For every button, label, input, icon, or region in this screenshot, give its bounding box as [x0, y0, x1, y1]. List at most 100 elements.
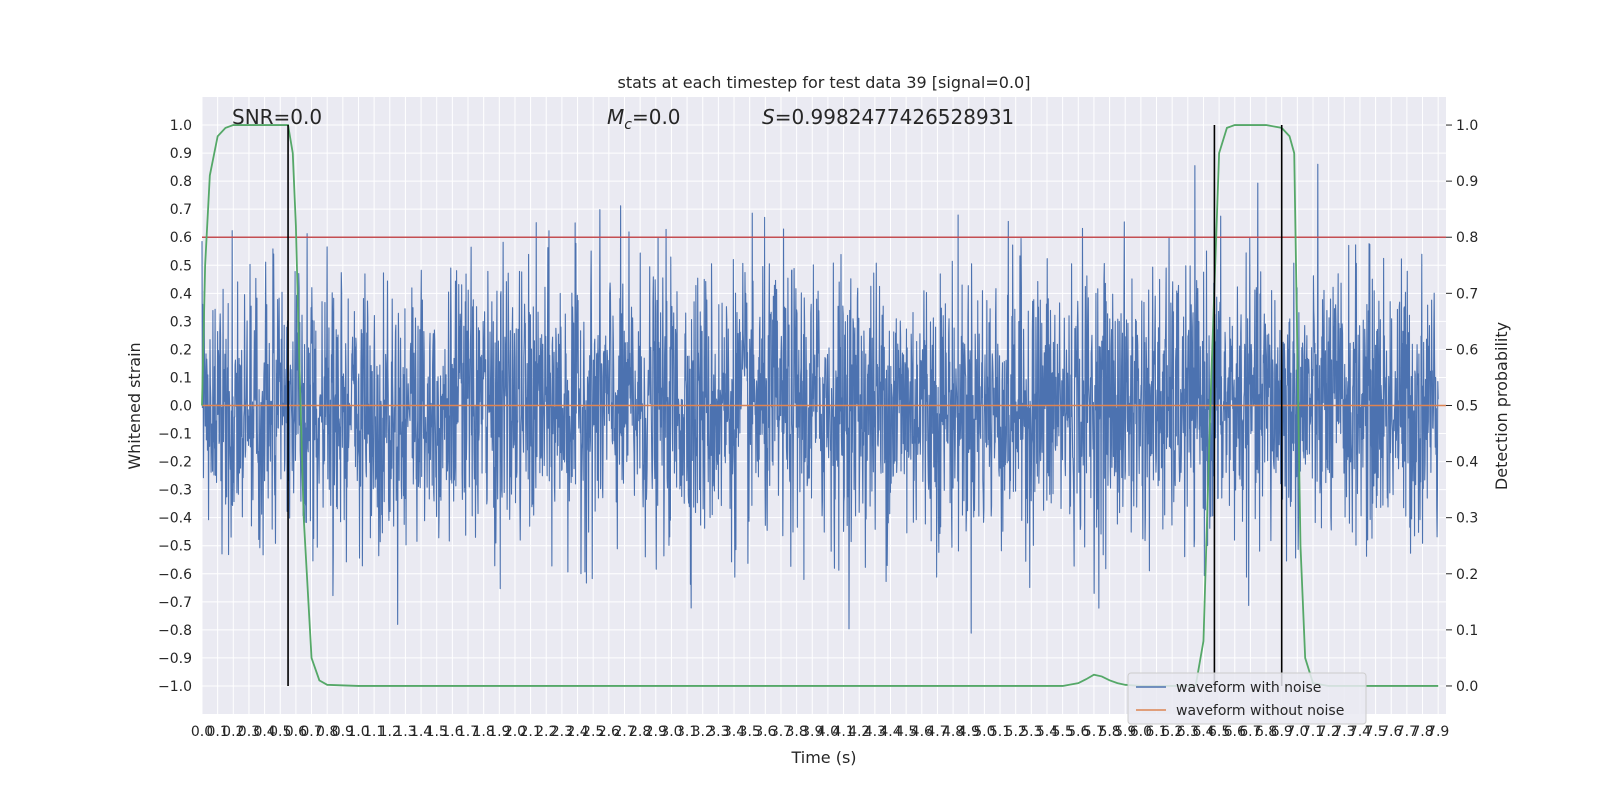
x-tick-label: 4.5: [895, 724, 917, 740]
chirp-mass-symbol: M: [607, 105, 624, 129]
x-tick-label: 6.8: [1255, 724, 1277, 740]
x-tick-label: 7.5: [1364, 724, 1386, 740]
y-tick-label-left: 0.6: [170, 230, 192, 246]
x-tick-label: 5.8: [1098, 724, 1120, 740]
x-tick-label: 1.1: [363, 724, 385, 740]
x-tick-label: 3.1: [676, 724, 698, 740]
x-tick-label: 0.4: [253, 724, 275, 740]
y-tick-label-left: 0.8: [170, 174, 192, 190]
y-tick-label-right: 0.6: [1456, 342, 1478, 358]
x-tick-label: 5.3: [1020, 724, 1042, 740]
x-tick-label: 0.1: [207, 724, 229, 740]
x-tick-label: 5.7: [1083, 724, 1105, 740]
x-tick-label: 3.9: [801, 724, 823, 740]
y-tick-label-right: 0.5: [1456, 399, 1478, 415]
x-tick-label: 5.6: [1067, 724, 1089, 740]
snr-annotation: SNR=0.0: [232, 105, 322, 129]
x-tick-label: 1.9: [488, 724, 510, 740]
x-tick-label: 6.1: [1145, 724, 1167, 740]
x-tick-label: 0.5: [269, 724, 291, 740]
x-tick-label: 6.2: [1161, 724, 1183, 740]
x-tick-label: 2.5: [582, 724, 604, 740]
y-tick-label-right: 0.7: [1456, 286, 1478, 302]
x-tick-label: 7.2: [1318, 724, 1340, 740]
y-tick-label-left: −0.3: [158, 483, 192, 499]
x-tick-label: 0.2: [222, 724, 244, 740]
y-tick-label-right: 0.3: [1456, 511, 1478, 527]
x-tick-label: 7.6: [1380, 724, 1402, 740]
x-tick-label: 1.7: [457, 724, 479, 740]
y-tick-label-left: 0.0: [170, 399, 192, 415]
y-tick-label-left: −0.4: [158, 511, 192, 527]
x-tick-label: 6.4: [1192, 724, 1214, 740]
x-tick-label: 4.6: [911, 724, 933, 740]
x-tick-label: 3.6: [754, 724, 776, 740]
x-tick-label: 2.3: [551, 724, 573, 740]
x-tick-label: 4.0: [817, 724, 839, 740]
x-tick-label: 7.1: [1302, 724, 1324, 740]
y-tick-label-right: 0.2: [1456, 567, 1478, 583]
y-tick-label-right: 1.0: [1456, 118, 1478, 134]
y-tick-label-left: −0.9: [158, 651, 192, 667]
x-tick-label: 1.5: [426, 724, 448, 740]
y-tick-label-left: −1.0: [158, 679, 192, 695]
legend-box: [1127, 672, 1367, 725]
y-tick-label-left: 1.0: [170, 118, 192, 134]
x-tick-label: 3.0: [660, 724, 682, 740]
y-tick-label-right: 0.4: [1456, 455, 1478, 471]
y-tick-label-left: 0.4: [170, 286, 192, 302]
x-tick-label: 4.8: [942, 724, 964, 740]
x-tick-label: 3.7: [770, 724, 792, 740]
y-tick-label-left: −0.2: [158, 455, 192, 471]
x-tick-label: 0.8: [316, 724, 338, 740]
x-tick-label: 5.9: [1114, 724, 1136, 740]
x-tick-label: 2.0: [504, 724, 526, 740]
x-tick-label: 1.3: [394, 724, 416, 740]
legend: waveform with noise waveform without noi…: [1127, 672, 1367, 725]
x-tick-label: 4.4: [879, 724, 901, 740]
legend-label-waveform-with-noise: waveform with noise: [1176, 680, 1321, 696]
x-tick-label: 6.5: [1208, 724, 1230, 740]
y-tick-label-left: −0.6: [158, 567, 192, 583]
x-tick-label: 7.4: [1349, 724, 1371, 740]
x-tick-label: 7.9: [1427, 724, 1449, 740]
chirp-mass-value: =0.0: [632, 105, 681, 129]
x-tick-label: 5.1: [989, 724, 1011, 740]
x-tick-label: 0.0: [191, 724, 213, 740]
score-symbol: S: [762, 105, 775, 129]
chart-title: stats at each timestep for test data 39 …: [618, 73, 1031, 92]
chirp-mass-annotation: Mc=0.0: [607, 105, 681, 133]
x-tick-label: 6.7: [1239, 724, 1261, 740]
x-tick-label: 1.6: [441, 724, 463, 740]
x-tick-label: 4.3: [864, 724, 886, 740]
overlay-lines: [201, 124, 1446, 687]
x-tick-label: 5.0: [973, 724, 995, 740]
y-tick-label-left: 0.9: [170, 146, 192, 162]
x-tick-label: 5.4: [1036, 724, 1058, 740]
y-tick-label-right: 0.9: [1456, 174, 1478, 190]
x-tick-label: 2.4: [566, 724, 588, 740]
x-tick-label: 2.9: [645, 724, 667, 740]
detection-probability-line: [201, 124, 1439, 687]
score-value: =0.9982477426528931: [775, 105, 1014, 129]
y-tick-label-left: 0.2: [170, 342, 192, 358]
x-tick-label: 7.8: [1411, 724, 1433, 740]
x-tick-label: 7.7: [1396, 724, 1418, 740]
x-tick-label: 2.7: [613, 724, 635, 740]
y-tick-label-left: 0.1: [170, 370, 192, 386]
y-tick-label-left: 0.3: [170, 314, 192, 330]
x-tick-label: 4.7: [926, 724, 948, 740]
x-tick-label: 1.0: [347, 724, 369, 740]
x-tick-label: 2.1: [519, 724, 541, 740]
x-tick-label: 6.6: [1224, 724, 1246, 740]
y-tick-label-left: −0.5: [158, 539, 192, 555]
x-tick-label: 1.8: [473, 724, 495, 740]
y-tick-label-right: 0.0: [1456, 679, 1478, 695]
x-tick-label: 5.5: [1051, 724, 1073, 740]
y-tick-labels-left: −1.0 −0.9 −0.8 −0.7 −0.6 −0.5 −0.4 −0.3 −0.2 −0.1…: [158, 118, 192, 695]
x-tick-label: 0.6: [285, 724, 307, 740]
x-tick-label: 2.2: [535, 724, 557, 740]
x-tick-label: 3.8: [785, 724, 807, 740]
y-axis-label-right: Detection probability: [1492, 322, 1511, 490]
